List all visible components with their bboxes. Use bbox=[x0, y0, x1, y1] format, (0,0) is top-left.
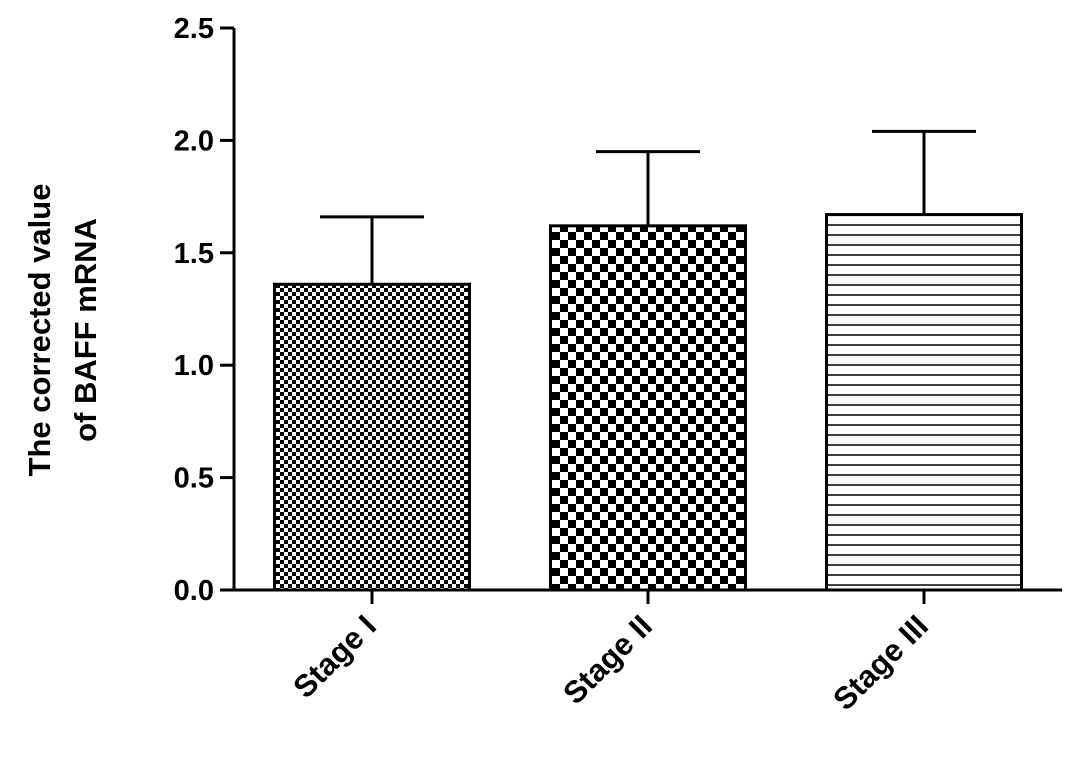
y-tick-label: 0.5 bbox=[174, 463, 214, 495]
y-axis-label-line-1: The corrected value bbox=[22, 184, 57, 477]
y-tick-label: 2.0 bbox=[174, 125, 214, 157]
y-axis-label: The corrected value of BAFF mRNA bbox=[22, 184, 103, 477]
bars bbox=[273, 213, 1023, 592]
x-axis-ticks: Stage I Stage II Stage III bbox=[286, 590, 935, 717]
x-tick-label: Stage I bbox=[286, 608, 383, 705]
bar bbox=[825, 213, 1023, 592]
y-axis-ticks: 0.0 0.5 1.0 1.5 2.0 2.5 bbox=[174, 13, 234, 607]
x-tick-label: Stage III bbox=[826, 608, 935, 717]
x-tick-label: Stage II bbox=[556, 608, 659, 711]
bar bbox=[273, 282, 471, 592]
y-tick-label: 1.0 bbox=[174, 350, 214, 382]
y-tick-label: 1.5 bbox=[174, 238, 214, 270]
y-tick-label: 2.5 bbox=[174, 13, 214, 45]
error-bars bbox=[320, 129, 976, 285]
bar bbox=[549, 224, 747, 592]
y-tick-label: 0.0 bbox=[174, 575, 214, 607]
y-axis-label-line-2: of BAFF mRNA bbox=[68, 218, 103, 442]
